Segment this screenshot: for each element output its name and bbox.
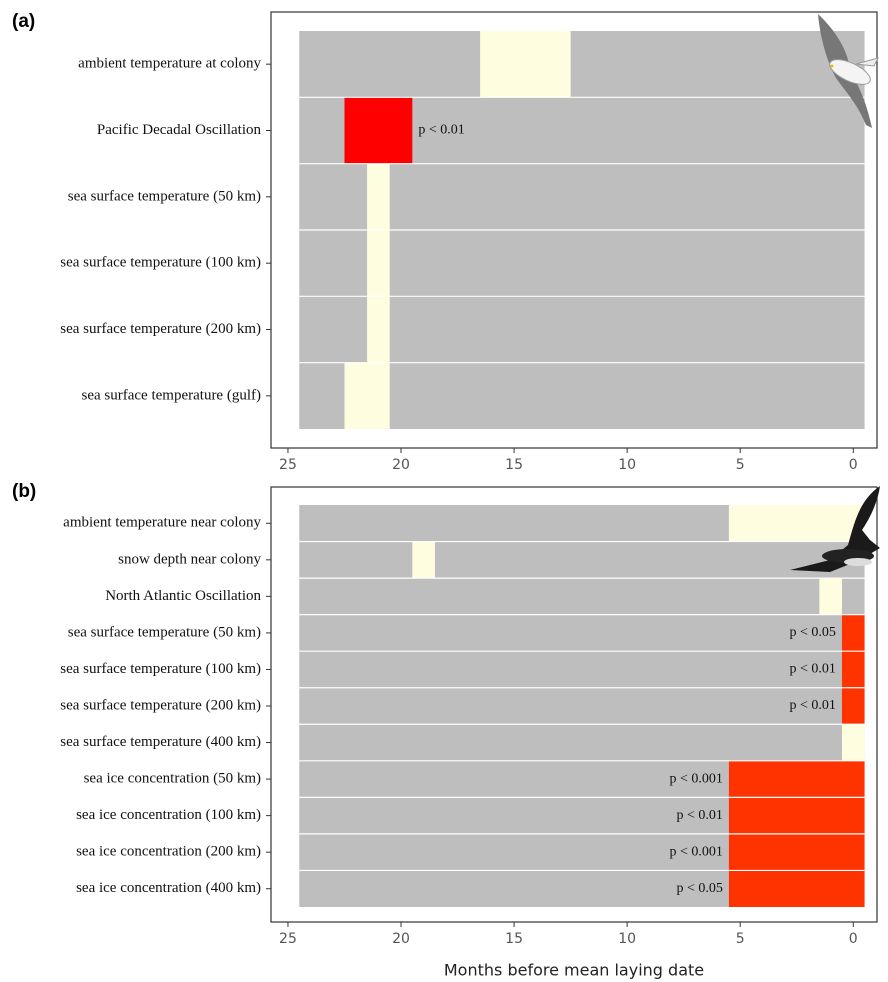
window <box>819 578 842 615</box>
p-value-label: p < 0.01 <box>418 123 464 138</box>
row-label: ambient temperature near colony <box>63 515 261 531</box>
window <box>842 724 865 761</box>
row-background <box>299 31 864 97</box>
window <box>729 834 865 871</box>
row-label: sea surface temperature (100 km) <box>60 255 261 271</box>
p-value-label: p < 0.001 <box>669 771 722 786</box>
p-value-label: p < 0.05 <box>676 881 722 896</box>
window <box>367 164 390 230</box>
row-background <box>299 542 864 579</box>
window <box>729 797 865 834</box>
x-tick-label: 5 <box>736 931 745 947</box>
window <box>842 651 865 688</box>
p-value-label: p < 0.001 <box>669 844 722 859</box>
p-value-label: p < 0.01 <box>790 698 836 713</box>
row-background <box>299 688 864 725</box>
row-background <box>299 651 864 688</box>
window <box>842 615 865 652</box>
row-label: ambient temperature at colony <box>78 56 261 72</box>
window <box>344 363 389 429</box>
window <box>729 761 865 798</box>
belly <box>844 558 872 566</box>
row-label: sea surface temperature (50 km) <box>68 624 261 640</box>
window <box>729 870 865 907</box>
row-label: sea surface temperature (200 km) <box>60 697 261 713</box>
row-label: sea surface temperature (200 km) <box>60 321 261 337</box>
window <box>842 688 865 725</box>
x-tick-label: 15 <box>505 457 523 473</box>
p-value-label: p < 0.05 <box>790 625 836 640</box>
row-background <box>299 724 864 761</box>
window <box>367 230 390 296</box>
chart: (a) ambient temperature at colony Pacific … <box>0 0 888 982</box>
x-tick-label: 5 <box>736 457 745 473</box>
row-label: North Atlantic Oscillation <box>105 588 261 604</box>
row-label: Pacific Decadal Oscillation <box>97 122 262 138</box>
row-label: sea ice concentration (100 km) <box>76 807 261 823</box>
row-background <box>299 578 864 615</box>
row-label: sea surface temperature (50 km) <box>68 188 261 204</box>
window <box>367 296 390 362</box>
row-label: sea ice concentration (50 km) <box>84 771 261 787</box>
x-tick-label: 0 <box>849 931 858 947</box>
x-axis-title: Months before mean laying date <box>444 961 704 980</box>
x-tick-label: 25 <box>279 931 297 947</box>
window <box>729 505 865 542</box>
x-tick-label: 15 <box>505 931 523 947</box>
row-label: sea ice concentration (200 km) <box>76 844 261 860</box>
x-tick-label: 10 <box>618 931 636 947</box>
row-label: sea ice concentration (400 km) <box>76 880 261 896</box>
x-tick-label: 20 <box>392 931 410 947</box>
row-label: sea surface temperature (100 km) <box>60 661 261 677</box>
row-label: sea surface temperature (gulf) <box>82 387 261 403</box>
p-value-label: p < 0.01 <box>676 808 722 823</box>
beak <box>831 65 834 68</box>
panel-label: (b) <box>12 481 36 502</box>
window <box>344 97 412 163</box>
window <box>480 31 570 97</box>
x-tick-label: 25 <box>279 457 297 473</box>
x-tick-label: 10 <box>618 457 636 473</box>
panel-label: (a) <box>12 11 35 32</box>
window <box>412 542 435 579</box>
p-value-label: p < 0.01 <box>790 662 836 677</box>
row-label: sea surface temperature (400 km) <box>60 734 261 750</box>
row-label: snow depth near colony <box>118 551 261 567</box>
x-tick-label: 0 <box>849 457 858 473</box>
row-background <box>299 615 864 652</box>
x-tick-label: 20 <box>392 457 410 473</box>
